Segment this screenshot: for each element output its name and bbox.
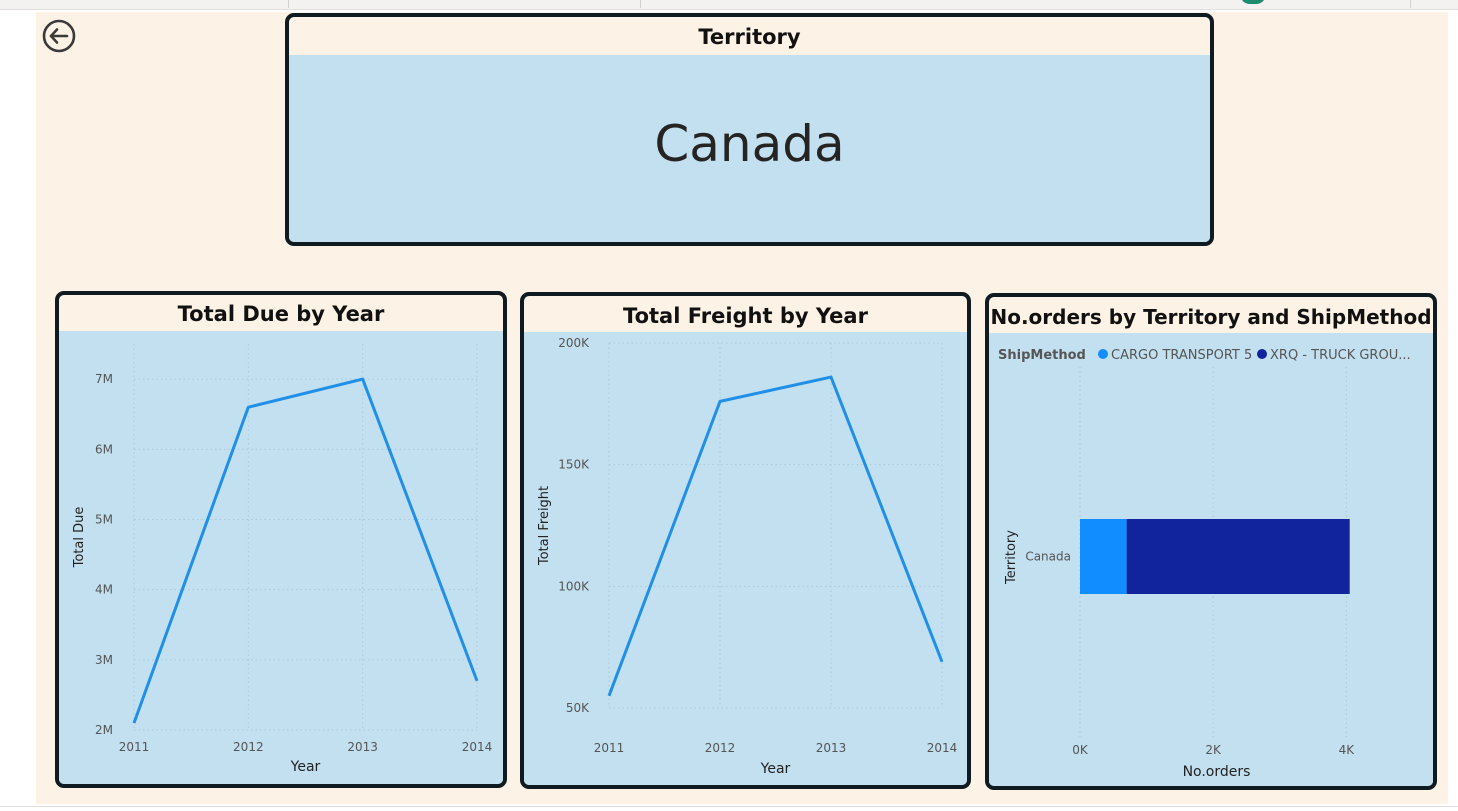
legend-entry: CARGO TRANSPORT 5 — [1111, 348, 1252, 363]
toolbar-divider — [288, 0, 289, 8]
plot-background — [524, 332, 967, 785]
legend-marker — [1098, 349, 1108, 359]
series-line — [132, 377, 479, 724]
y-tick-label: 200K — [558, 336, 590, 350]
total-due-line-chart: 2M 3M 4M 5M 6M 7M 2011 2012 2013 2014 Year Total Du… — [59, 331, 503, 784]
x-tick-label: 2012 — [705, 741, 736, 755]
y-axis-title: Total Due — [72, 507, 87, 569]
orders-stacked-bar-chart: 0K 2K 4K ShipMethod CARGO TRANSPORT 5 XRQ - T… — [989, 333, 1433, 786]
y-tick-label: 4M — [95, 583, 113, 597]
y-tick-label: 150K — [558, 458, 590, 472]
x-tick-label: 2011 — [594, 741, 625, 755]
y-tick-label: 6M — [95, 442, 113, 456]
total-freight-line-chart: 50K 100K 150K 200K 2011 2012 2013 2014 Year Total… — [524, 332, 967, 785]
card-title: Territory — [698, 25, 801, 49]
x-tick-label: 2011 — [119, 740, 150, 754]
y-tick-label: 7M — [95, 372, 113, 386]
toolbar-divider — [640, 0, 641, 8]
chart-title: Total Due by Year — [177, 302, 385, 326]
total-due-chart-card[interactable]: Total Due by Year 2M 3M 4M 5M 6M 7M 2011 2012 20… — [55, 291, 507, 788]
legend-entry: XRQ - TRUCK GROU... — [1270, 348, 1411, 363]
territory-card[interactable]: Territory Canada — [285, 13, 1214, 246]
x-tick-label: 2014 — [927, 741, 958, 755]
x-tick-label: 2013 — [347, 740, 378, 754]
y-tick-label: 50K — [566, 701, 590, 715]
y-tick-label: 2M — [95, 723, 113, 737]
total-freight-chart-card[interactable]: Total Freight by Year 50K 100K 150K 200K 201… — [520, 292, 971, 789]
x-tick-label: 2014 — [462, 740, 493, 754]
page-bottom-divider — [0, 806, 1458, 807]
territory-value: Canada — [654, 115, 845, 173]
toolbar-divider — [1410, 0, 1411, 8]
top-toolbar-strip — [0, 0, 1458, 10]
card-body: Canada — [289, 55, 1210, 242]
y-tick-label: 5M — [95, 512, 113, 526]
chart-title: No.orders by Territory and ShipMethod — [990, 305, 1432, 329]
legend-marker — [1257, 349, 1267, 359]
arrow-left-circle-icon — [42, 19, 76, 53]
chart-title: Total Freight by Year — [623, 304, 868, 328]
series-line — [607, 375, 944, 697]
status-indicator-icon — [1240, 0, 1266, 4]
bar-segment — [1080, 519, 1127, 594]
x-axis-title: Year — [760, 761, 791, 777]
y-tick-label: 100K — [558, 579, 590, 593]
x-axis-title: No.orders — [1183, 764, 1251, 780]
orders-by-territory-chart-card[interactable]: No.orders by Territory and ShipMethod 0K… — [985, 293, 1437, 790]
x-axis-title: Year — [290, 759, 321, 775]
x-tick-label: 4K — [1339, 743, 1356, 757]
y-tick-label: 3M — [95, 653, 113, 667]
back-button[interactable] — [42, 19, 76, 53]
y-axis-title: Territory — [1004, 530, 1019, 585]
x-tick-label: 2012 — [233, 740, 264, 754]
x-tick-label: 0K — [1072, 743, 1089, 757]
y-tick-label: Canada — [1025, 550, 1071, 564]
y-axis-title: Total Freight — [537, 486, 552, 566]
x-tick-label: 2K — [1205, 743, 1222, 757]
x-tick-label: 2013 — [816, 741, 847, 755]
bar-segment — [1126, 519, 1350, 594]
legend-title: ShipMethod — [998, 348, 1086, 363]
